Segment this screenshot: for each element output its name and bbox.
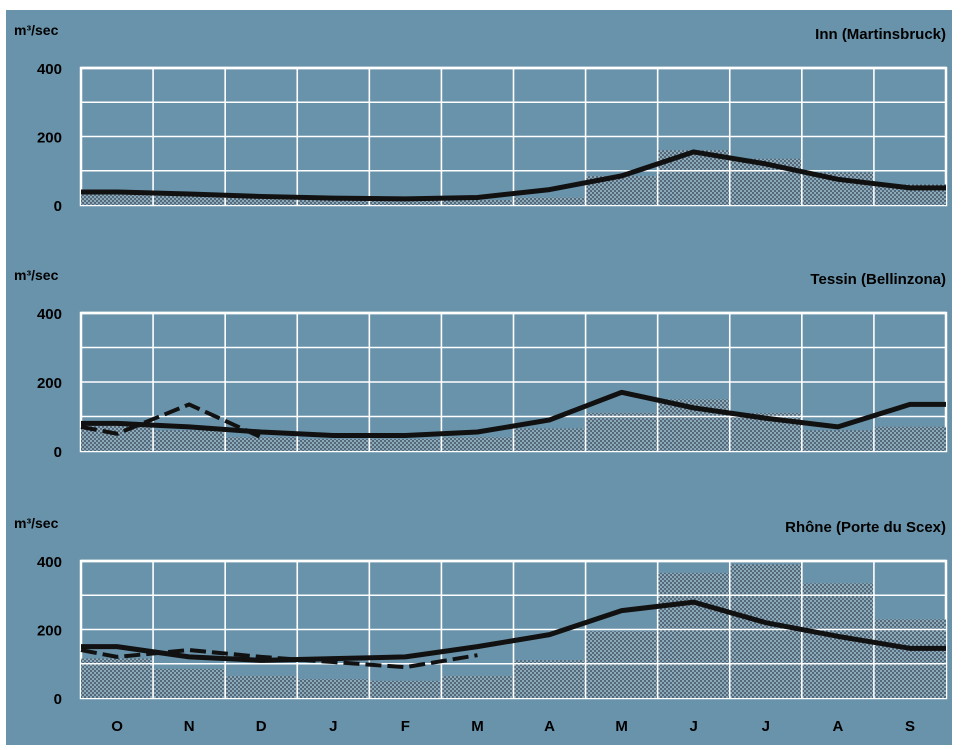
bar-f-5 <box>369 680 442 698</box>
y-tick-label-0: 0 <box>54 198 62 215</box>
x-tick-label-10: J <box>762 718 770 735</box>
bar-a-7 <box>513 197 586 205</box>
bar-f-5 <box>369 438 442 451</box>
bar-d-3 <box>225 197 298 205</box>
y-tick-label-200: 200 <box>37 623 62 640</box>
bar-d-3 <box>225 437 298 451</box>
bar-o-1 <box>81 194 154 205</box>
y-tick-label-0: 0 <box>54 444 62 461</box>
y-tick-label-400: 400 <box>37 306 62 323</box>
runoff-line-dashed <box>80 648 478 670</box>
x-tick-label-9: J <box>690 718 698 735</box>
chart-panel-2: 0 200 400 m³/sec Tessin (Bellinzona) <box>14 267 948 461</box>
x-tick-label-6: M <box>471 718 484 735</box>
bar-s-12 <box>873 619 946 698</box>
bar-m-6 <box>441 199 514 205</box>
x-tick-label-11: A <box>832 718 843 735</box>
x-tick-label-5: F <box>401 718 410 735</box>
chart-title: Tessin (Bellinzona) <box>810 271 946 288</box>
runoff-charts: 0 200 400 m³/sec Inn (Martinsbruck) 0 200 400 m³… <box>14 22 948 735</box>
x-tick-label-2: N <box>184 718 195 735</box>
runoff-figure: 0 200 400 m³/sec Inn (Martinsbruck) 0 200 400 m³… <box>6 10 952 745</box>
y-axis-label: m³/sec <box>14 515 59 531</box>
runoff-line <box>81 389 946 438</box>
y-tick-label-400: 400 <box>37 61 62 78</box>
x-tick-label-4: J <box>329 718 337 735</box>
x-tick-label-8: M <box>615 718 628 735</box>
bar-j-10 <box>729 564 802 698</box>
bar-s-12 <box>873 426 946 451</box>
bar-n-2 <box>153 668 226 698</box>
bar-j-10 <box>729 158 802 205</box>
bar-j-9 <box>657 572 730 698</box>
y-tick-label-200: 200 <box>37 130 62 147</box>
runoff-line <box>81 149 946 202</box>
x-tick-label-12: S <box>905 718 915 735</box>
bar-n-2 <box>153 430 226 451</box>
bar-m-8 <box>585 413 658 451</box>
bar-j-4 <box>297 198 370 205</box>
bar-j-4 <box>297 438 370 451</box>
bar-m-8 <box>585 631 658 698</box>
chart-panel-1: 0 200 400 m³/sec Inn (Martinsbruck) <box>14 22 948 215</box>
x-tick-label-1: O <box>111 718 123 735</box>
y-tick-label-0: 0 <box>54 691 62 708</box>
bar-o-1 <box>81 658 154 698</box>
bar-d-3 <box>225 675 298 698</box>
y-tick-label-200: 200 <box>37 375 62 392</box>
bar-a-7 <box>513 660 586 698</box>
bar-m-6 <box>441 437 514 451</box>
runoff-line <box>81 599 946 663</box>
bar-a-7 <box>513 428 586 451</box>
chart-panel-3: 0 200 400 m³/sec Rhône (Porte du Scex) <box>14 515 948 708</box>
bar-j-4 <box>297 679 370 698</box>
x-tick-label-7: A <box>544 718 555 735</box>
y-tick-label-400: 400 <box>37 554 62 571</box>
bar-a-11 <box>801 430 874 451</box>
chart-title: Inn (Martinsbruck) <box>815 26 946 43</box>
chart-title: Rhône (Porte du Scex) <box>785 519 946 536</box>
bar-f-5 <box>369 199 442 205</box>
bar-n-2 <box>153 195 226 205</box>
x-tick-label-3: D <box>256 718 267 735</box>
y-axis-label: m³/sec <box>14 22 59 38</box>
runoff-line-dashed <box>80 402 263 440</box>
bar-m-6 <box>441 675 514 698</box>
y-axis-label: m³/sec <box>14 267 59 283</box>
